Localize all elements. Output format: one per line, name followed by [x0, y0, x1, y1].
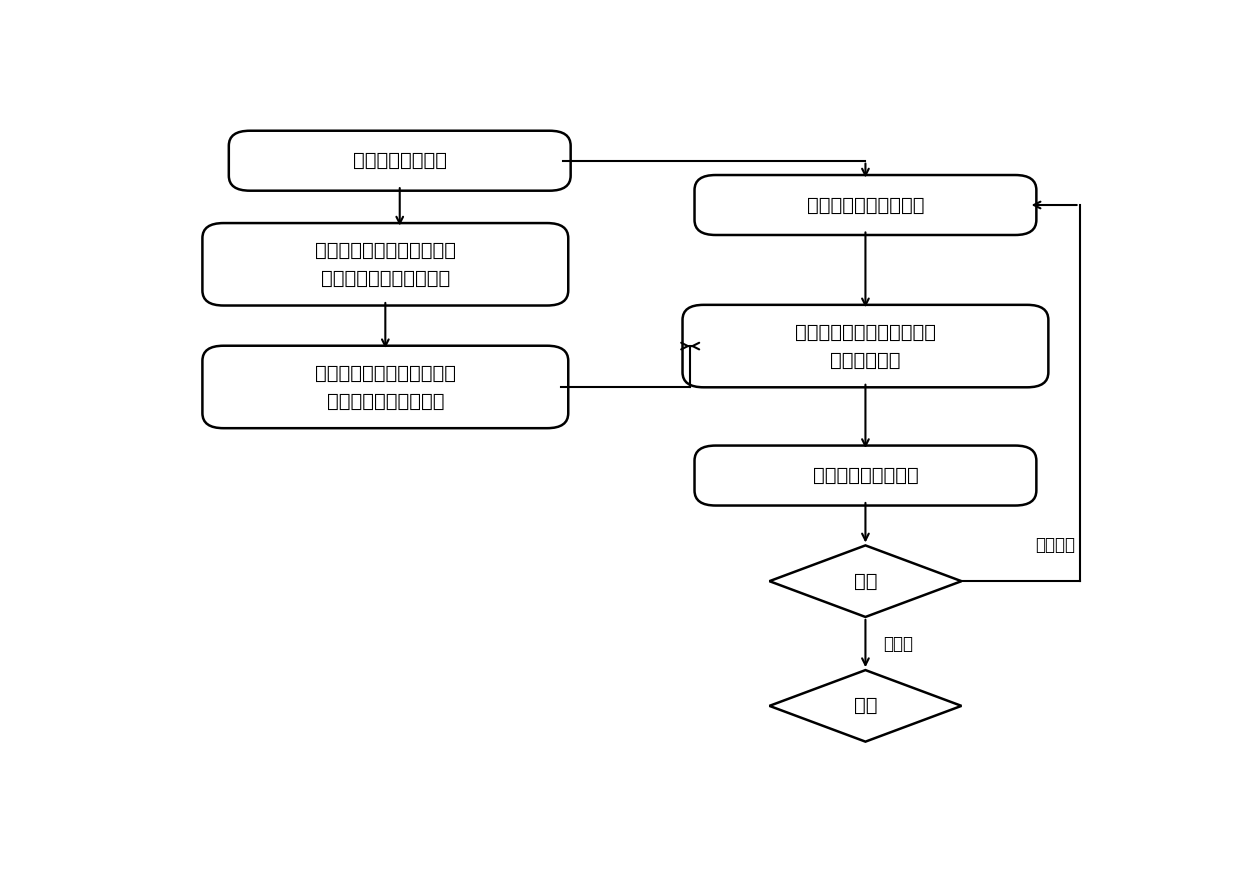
- Text: 非零振荡: 非零振荡: [1035, 536, 1074, 554]
- Text: 测试并分析振荡状态: 测试并分析振荡状态: [813, 466, 918, 485]
- FancyBboxPatch shape: [683, 304, 1048, 388]
- Polygon shape: [769, 670, 961, 742]
- Text: 确定调控元件的位置，及调
控元件的内径: 确定调控元件的位置，及调 控元件的内径: [795, 322, 935, 370]
- Text: 开启振荡调控模块: 开启振荡调控模块: [353, 151, 447, 170]
- Text: 比较: 比较: [854, 572, 877, 590]
- FancyBboxPatch shape: [202, 346, 569, 428]
- FancyBboxPatch shape: [695, 445, 1036, 505]
- Text: 测定高低温温度比、管道内
径及温度梯度所在的位置: 测定高低温温度比、管道内 径及温度梯度所在的位置: [315, 241, 456, 288]
- Polygon shape: [769, 545, 961, 617]
- FancyBboxPatch shape: [229, 131, 571, 190]
- Text: 零振荡: 零振荡: [882, 635, 913, 652]
- Text: 结束: 结束: [854, 696, 877, 715]
- FancyBboxPatch shape: [202, 223, 569, 305]
- FancyBboxPatch shape: [695, 175, 1036, 235]
- Text: 选择振荡调控模块元件: 选择振荡调控模块元件: [807, 196, 924, 214]
- Text: 测定并记录低温管道系统内
的平均压力及压力振荡: 测定并记录低温管道系统内 的平均压力及压力振荡: [315, 364, 456, 411]
